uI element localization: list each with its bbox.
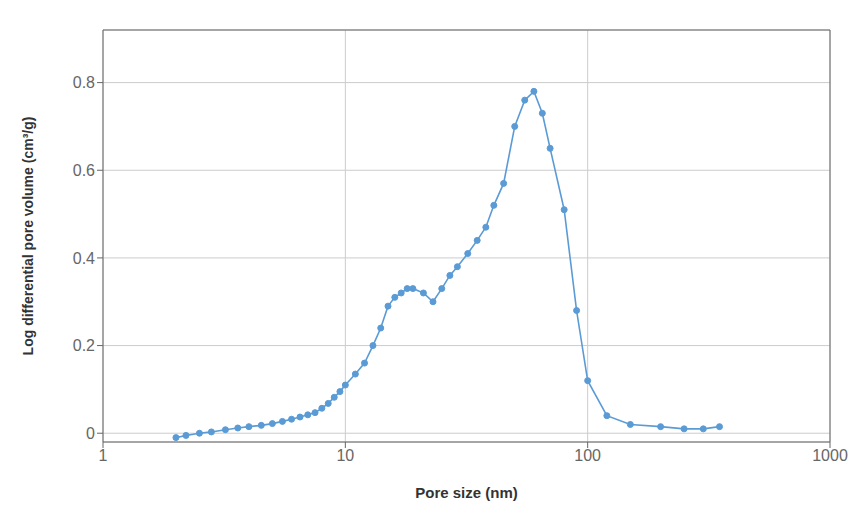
svg-text:0.4: 0.4 [73, 250, 95, 267]
svg-text:0.6: 0.6 [73, 162, 95, 179]
svg-text:10: 10 [336, 447, 354, 464]
svg-text:100: 100 [574, 447, 601, 464]
svg-text:1: 1 [99, 447, 108, 464]
svg-text:0.8: 0.8 [73, 74, 95, 91]
svg-text:0.2: 0.2 [73, 337, 95, 354]
svg-text:Pore size (nm): Pore size (nm) [415, 484, 518, 501]
svg-text:0: 0 [86, 425, 95, 442]
svg-text:1000: 1000 [812, 447, 848, 464]
svg-text:Log differential pore volume (: Log differential pore volume (cm³/g) [20, 117, 36, 356]
